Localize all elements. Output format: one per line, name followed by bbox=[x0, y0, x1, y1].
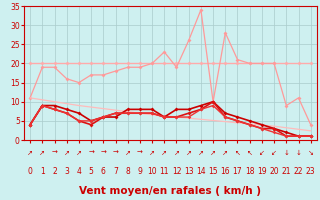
Text: 2: 2 bbox=[52, 167, 57, 176]
Text: 22: 22 bbox=[294, 167, 303, 176]
Text: 5: 5 bbox=[89, 167, 93, 176]
Text: ↙: ↙ bbox=[271, 150, 277, 156]
Text: ↗: ↗ bbox=[76, 150, 82, 156]
Text: 19: 19 bbox=[257, 167, 267, 176]
Text: 14: 14 bbox=[196, 167, 206, 176]
Text: →: → bbox=[113, 150, 118, 156]
Text: ↗: ↗ bbox=[161, 150, 167, 156]
Text: ↘: ↘ bbox=[308, 150, 314, 156]
Text: ↓: ↓ bbox=[296, 150, 301, 156]
Text: ↗: ↗ bbox=[39, 150, 45, 156]
Text: 9: 9 bbox=[138, 167, 142, 176]
Text: →: → bbox=[137, 150, 143, 156]
Text: 21: 21 bbox=[282, 167, 291, 176]
Text: 15: 15 bbox=[208, 167, 218, 176]
Text: ↓: ↓ bbox=[284, 150, 289, 156]
Text: ↗: ↗ bbox=[186, 150, 192, 156]
Text: 10: 10 bbox=[147, 167, 157, 176]
Text: →: → bbox=[100, 150, 106, 156]
Text: ↗: ↗ bbox=[149, 150, 155, 156]
Text: 11: 11 bbox=[160, 167, 169, 176]
Text: 4: 4 bbox=[76, 167, 81, 176]
Text: ↗: ↗ bbox=[222, 150, 228, 156]
Text: →: → bbox=[52, 150, 57, 156]
Text: →: → bbox=[88, 150, 94, 156]
Text: ↗: ↗ bbox=[210, 150, 216, 156]
Text: 23: 23 bbox=[306, 167, 316, 176]
Text: ↗: ↗ bbox=[64, 150, 70, 156]
Text: 6: 6 bbox=[101, 167, 106, 176]
Text: 1: 1 bbox=[40, 167, 45, 176]
Text: 20: 20 bbox=[269, 167, 279, 176]
Text: ↗: ↗ bbox=[198, 150, 204, 156]
Text: ↖: ↖ bbox=[235, 150, 240, 156]
Text: 0: 0 bbox=[28, 167, 33, 176]
Text: 18: 18 bbox=[245, 167, 254, 176]
Text: 7: 7 bbox=[113, 167, 118, 176]
Text: 8: 8 bbox=[125, 167, 130, 176]
Text: 17: 17 bbox=[233, 167, 242, 176]
Text: 16: 16 bbox=[220, 167, 230, 176]
Text: 12: 12 bbox=[172, 167, 181, 176]
Text: ↖: ↖ bbox=[247, 150, 252, 156]
Text: ↗: ↗ bbox=[125, 150, 131, 156]
Text: ↗: ↗ bbox=[27, 150, 33, 156]
Text: ↗: ↗ bbox=[173, 150, 180, 156]
Text: 13: 13 bbox=[184, 167, 194, 176]
Text: ↙: ↙ bbox=[259, 150, 265, 156]
Text: Vent moyen/en rafales ( km/h ): Vent moyen/en rafales ( km/h ) bbox=[79, 186, 261, 196]
Text: 3: 3 bbox=[64, 167, 69, 176]
